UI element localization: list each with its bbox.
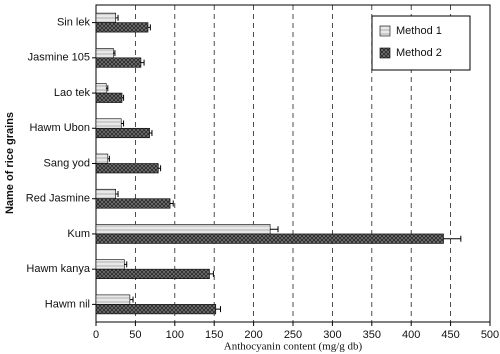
bar [95, 83, 107, 94]
y-tick-label: Sang yod [44, 157, 90, 169]
error-bar [170, 200, 174, 207]
bar [95, 22, 149, 33]
error-bar [443, 235, 462, 242]
error-bar [148, 24, 151, 31]
bar [95, 92, 123, 103]
error-bar [115, 14, 119, 21]
error-bar [209, 270, 214, 277]
x-tick-label: 500 [481, 329, 499, 341]
error-bar [215, 306, 222, 313]
x-tick-label: 450 [441, 329, 459, 341]
error-bar [158, 165, 162, 172]
bar [95, 118, 122, 129]
y-tick-label: Kum [67, 228, 90, 240]
x-axis-label: Anthocyanin content (mg/g db) [224, 341, 363, 353]
y-axis-label: Name of rice grains [4, 112, 16, 214]
bar [95, 294, 131, 305]
legend-box [371, 15, 471, 71]
bar [95, 304, 217, 315]
bar [95, 127, 150, 139]
error-bar [122, 94, 125, 101]
bar [95, 198, 171, 209]
legend-swatch [379, 47, 391, 59]
x-tick-label: 100 [166, 329, 184, 341]
error-bar [106, 85, 109, 92]
bar [95, 233, 444, 244]
error-bar [124, 261, 128, 268]
x-tick-label: 250 [284, 329, 302, 341]
legend-swatch [379, 25, 391, 37]
error-bar [107, 155, 110, 162]
y-tick-label: Hawm Ubon [29, 122, 90, 134]
bar [95, 12, 117, 23]
bar [95, 259, 125, 270]
bar [95, 48, 114, 59]
x-tick-label: 0 [93, 329, 99, 341]
x-tick-label: 50 [129, 329, 141, 341]
x-tick-label: 200 [244, 329, 262, 341]
y-tick-label: Hawm nil [45, 298, 90, 310]
x-tick-label: 400 [402, 329, 420, 341]
error-bar [129, 296, 134, 303]
error-bar [115, 190, 119, 197]
y-tick-label: Jasmine 105 [28, 52, 90, 64]
legend-label: Method 2 [396, 47, 442, 59]
x-tick-label: 350 [363, 329, 381, 341]
error-bar [113, 50, 116, 57]
error-bar [140, 59, 145, 66]
x-tick-label: 300 [323, 329, 341, 341]
y-tick-label: Hawm kanya [26, 263, 90, 275]
bar [95, 153, 109, 164]
bar [95, 268, 210, 279]
y-tick-label: Red Jasmine [26, 193, 90, 205]
legend-label: Method 1 [396, 25, 442, 37]
x-tick-label: 150 [205, 329, 223, 341]
bar [95, 188, 117, 200]
y-tick-label: Lao tek [54, 87, 91, 99]
error-bar [121, 120, 125, 127]
bar [95, 163, 159, 174]
error-bar [149, 130, 153, 137]
error-bar [270, 226, 279, 233]
bar [95, 57, 142, 68]
bar [95, 224, 271, 235]
y-tick-label: Sin lek [57, 17, 91, 29]
